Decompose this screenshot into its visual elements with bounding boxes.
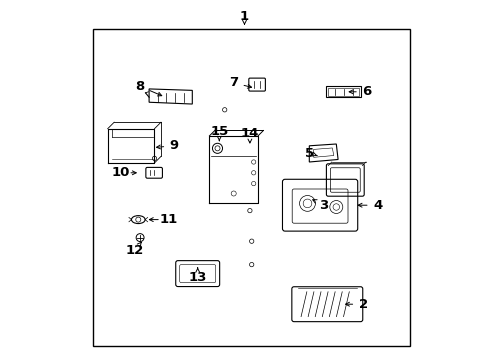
Text: 1: 1: [240, 10, 248, 23]
Text: 5: 5: [304, 147, 313, 159]
Text: 7: 7: [229, 76, 238, 89]
Text: 6: 6: [362, 85, 371, 98]
Text: 15: 15: [210, 125, 228, 138]
Text: 8: 8: [135, 80, 144, 93]
Text: 9: 9: [169, 139, 179, 152]
Bar: [93, 29, 409, 346]
Text: 12: 12: [125, 244, 143, 257]
Text: 3: 3: [319, 199, 327, 212]
Text: 13: 13: [188, 271, 206, 284]
Text: 4: 4: [372, 199, 382, 212]
Text: 2: 2: [358, 298, 367, 311]
Text: 10: 10: [111, 166, 129, 179]
Bar: [327, 88, 358, 96]
Bar: [325, 86, 360, 97]
Text: 11: 11: [160, 213, 178, 226]
Text: 14: 14: [240, 127, 259, 140]
